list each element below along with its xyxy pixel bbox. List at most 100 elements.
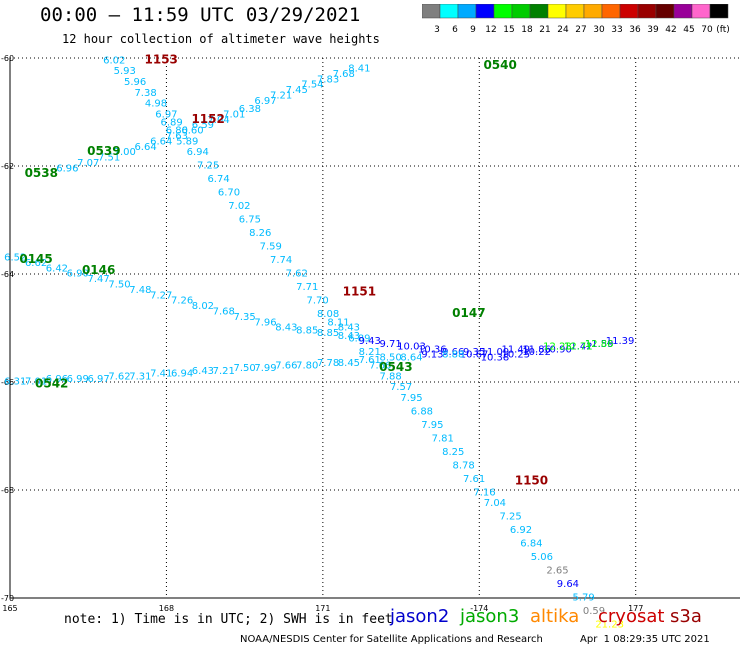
color-scale-label: 39: [647, 25, 659, 35]
color-scale-label: 24: [557, 25, 569, 35]
pass-time-label: 1153: [145, 52, 178, 66]
swh-value: 7.83: [317, 74, 339, 85]
swh-value: 7.70: [307, 296, 329, 307]
swh-value: 8.85: [296, 325, 318, 336]
page-subtitle: 12 hour collection of altimeter wave hei…: [62, 32, 380, 46]
swh-value: 7.01: [25, 377, 47, 388]
swh-value: 7.04: [484, 498, 506, 509]
x-tick-label: -174: [470, 604, 488, 613]
swh-value: 8.11: [327, 317, 349, 328]
swh-value: 7.35: [234, 312, 256, 323]
swh-value: 8.25: [442, 447, 464, 458]
swh-value: 6.64: [134, 142, 156, 153]
swh-value: 8.85: [317, 328, 339, 339]
swh-value: 7.48: [129, 285, 151, 296]
satellite-altika: altika: [530, 606, 580, 627]
satellite-cryosat: cryosat: [598, 606, 665, 627]
swh-value: 6.96: [56, 163, 78, 174]
swh-value: 7.59: [260, 242, 282, 253]
swh-value: 11.09: [481, 347, 510, 358]
y-tick-label: -70: [1, 594, 14, 603]
swh-value: 6.84: [520, 539, 542, 550]
pass-time-label: 0146: [82, 263, 115, 277]
swh-value: 7.02: [228, 201, 250, 212]
swh-value: 6.89: [348, 334, 370, 345]
color-scale-label: 15: [503, 25, 514, 35]
swh-value: 7.62: [286, 269, 308, 280]
swh-value: 10.38: [481, 352, 510, 363]
pass-time-label: 0147: [452, 306, 485, 320]
swh-value: 7.78: [317, 358, 339, 369]
swh-value: 7.04: [207, 115, 229, 126]
swh-value: 8.64: [400, 352, 422, 363]
color-scale-label: 33: [611, 25, 622, 35]
swh-value: 7.27: [150, 290, 172, 301]
swh-value: 10.25: [501, 350, 530, 361]
swh-value: 7.95: [421, 420, 443, 431]
pass-time-label: 0538: [25, 166, 58, 180]
color-swatch: [709, 4, 729, 19]
swh-value: 8.41: [348, 64, 370, 75]
color-scale-legend: 3 6 9 12 15 18 21 24 27 30 33 36 39 42 45 70 (ft): [422, 4, 730, 35]
swh-value: 7.07: [77, 158, 99, 169]
swh-value: 7.62: [108, 371, 130, 382]
pass-time-label: 1151: [343, 285, 376, 299]
swh-value: 6.94: [171, 369, 193, 380]
swh-value: 6.97: [88, 374, 110, 385]
swh-value: 7.95: [400, 393, 422, 404]
swh-value: 8.50: [380, 352, 402, 363]
swh-value: 8.26: [249, 228, 271, 239]
swh-value: 6.99: [67, 374, 89, 385]
swh-value: 5.93: [114, 66, 136, 77]
swh-value: 12.86: [585, 339, 614, 350]
swh-value: 11.59: [585, 339, 614, 350]
swh-value: 5.79: [572, 593, 594, 604]
color-scale-label: 12: [485, 25, 496, 35]
swh-value: 7.25: [499, 512, 521, 523]
swh-value: 7.31: [129, 371, 151, 382]
swh-value: 4.98: [145, 99, 167, 110]
swh-value: 6.80: [166, 126, 188, 137]
footer-note: note: 1) Time is in UTC; 2) SWH is in fe…: [64, 612, 393, 627]
swh-value: 10.03: [397, 342, 426, 353]
swh-value: 11.86: [522, 344, 551, 355]
swh-value: 7.66: [369, 361, 391, 372]
y-tick-label: -68: [1, 486, 14, 495]
swh-value: 6.52: [4, 253, 26, 264]
color-scale-label: (ft): [716, 25, 730, 35]
swh-value: 6.43: [192, 366, 214, 377]
swh-value: 8.78: [453, 460, 475, 471]
swh-value: 7.26: [171, 296, 193, 307]
color-scale-label: 70: [701, 25, 713, 35]
swh-value: 9.13: [421, 350, 443, 361]
swh-value: 11.39: [606, 336, 635, 347]
swh-value: 7.25: [197, 161, 219, 172]
swh-value: 10.22: [522, 347, 551, 358]
y-tick-label: -62: [1, 162, 14, 171]
swh-value: 5.89: [176, 136, 198, 147]
color-scale-label: 36: [629, 25, 641, 35]
swh-value: 6.42: [46, 263, 68, 274]
swh-value: 12.71: [564, 342, 593, 353]
satellite-jason3: jason3: [460, 606, 520, 627]
swh-value: 12.23: [543, 342, 572, 353]
swh-value: 7.61: [359, 355, 381, 366]
color-scale-label: 9: [470, 25, 476, 35]
swh-value: 0.59: [583, 606, 605, 617]
swh-value: 7.50: [108, 280, 130, 291]
swh-value: 2.65: [546, 566, 568, 577]
satellite-jason2: jason2: [390, 606, 450, 627]
swh-value: 6.97: [254, 96, 276, 107]
swh-value: 6.90: [67, 269, 89, 280]
swh-value: 7.01: [223, 109, 245, 120]
pass-time-label: 0542: [35, 376, 68, 390]
x-tick-label: 168: [159, 604, 174, 613]
swh-value: 11.42: [564, 342, 593, 353]
swh-value: 7.88: [380, 371, 402, 382]
swh-value: 6.94: [187, 147, 209, 158]
swh-value: 7.74: [270, 255, 292, 266]
y-tick-label: -60: [1, 54, 14, 63]
pass-time-label: 0540: [483, 58, 516, 72]
swh-value: 21.23: [595, 620, 624, 631]
